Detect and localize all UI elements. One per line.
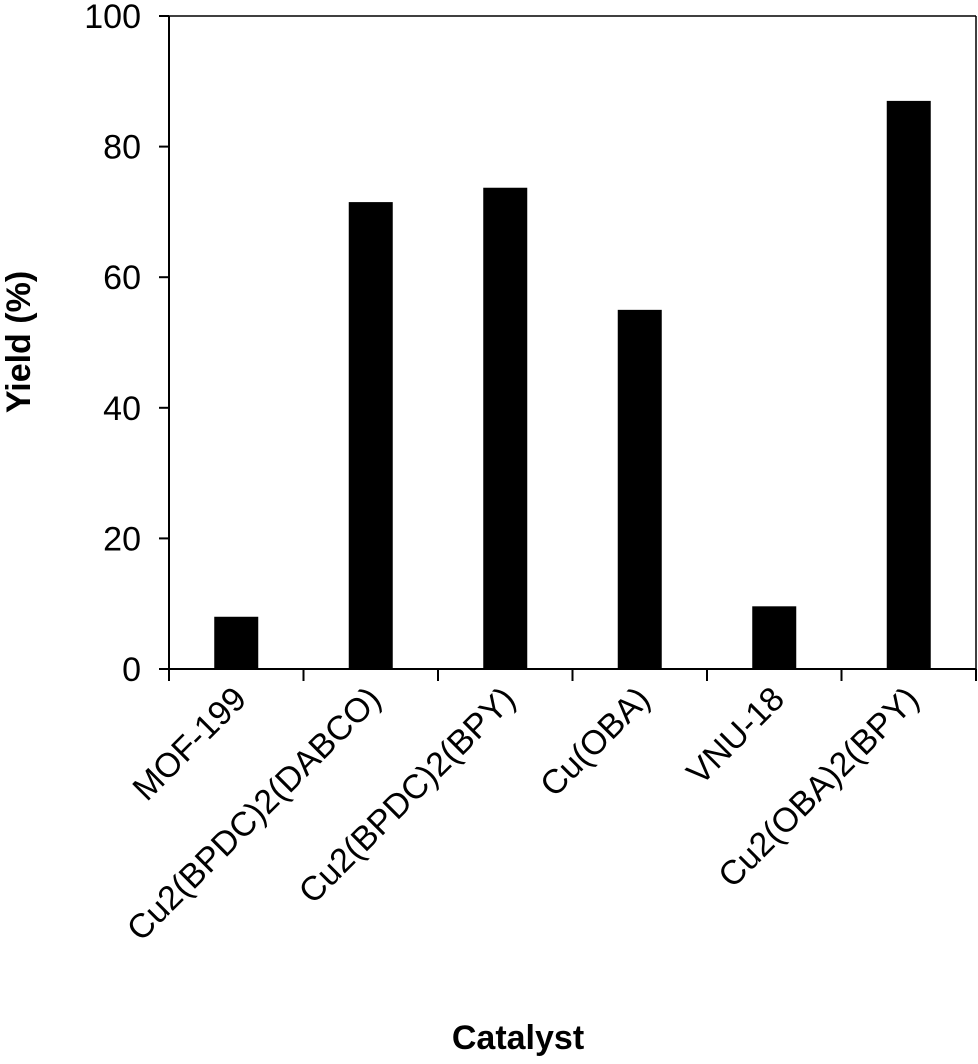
bars [214, 100, 931, 670]
x-tick-label: Cu2(BPDC)2(DABCO) [120, 680, 389, 949]
y-tick-label: 60 [103, 259, 141, 297]
bar-cu-oba [617, 309, 662, 669]
bar-cu2-bpdc-2-dabco [348, 202, 393, 670]
x-axis-title: Catalyst [452, 1019, 584, 1057]
x-ticks [168, 669, 977, 681]
bar-cu2-oba-2-bpy [886, 100, 931, 669]
axes [168, 15, 977, 670]
bar-mof-199 [214, 616, 259, 669]
y-tick-label: 80 [103, 129, 141, 167]
y-tick-label: 40 [103, 390, 141, 428]
x-tick-label: MOF-199 [126, 680, 254, 808]
y-ticks: 0 20 40 60 80 100 [84, 0, 169, 689]
y-tick-label: 100 [84, 0, 141, 36]
x-tick-label: VNU-18 [680, 680, 792, 792]
y-tick-label: 0 [122, 651, 141, 689]
bar-vnu-18 [752, 606, 797, 669]
x-tick-label: Cu(OBA) [533, 680, 657, 804]
y-tick-label: 20 [103, 520, 141, 558]
y-axis-title: Yield (%) [0, 271, 38, 413]
bar-cu2-bpdc-2-bpy [483, 187, 528, 669]
